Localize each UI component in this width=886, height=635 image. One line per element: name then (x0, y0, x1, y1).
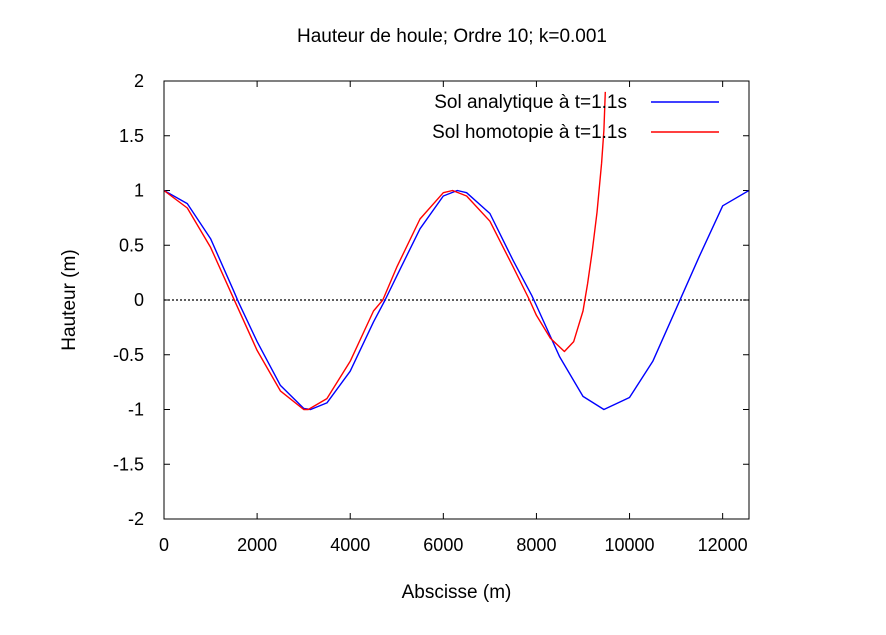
y-tick-label: 0.5 (119, 235, 144, 255)
legend-label-homotopie: Sol homotopie à t=1.1s (432, 122, 627, 143)
y-tick-label: -1.5 (113, 454, 144, 474)
x-tick-label: 2000 (237, 535, 277, 555)
legend-label-analytique: Sol analytique à t=1.1s (434, 92, 627, 113)
y-axis-label: Hauteur (m) (59, 249, 80, 350)
series-line-homotopie (164, 91, 606, 411)
x-tick-label: 0 (159, 535, 169, 555)
x-tick-label: 6000 (423, 535, 463, 555)
y-tick-label: 0 (134, 290, 144, 310)
x-tick-label: 8000 (516, 535, 556, 555)
plot-frame (163, 80, 750, 520)
x-tick-label: 4000 (330, 535, 370, 555)
x-axis-label: Abscisse (m) (402, 582, 512, 603)
y-tick-label: 1 (134, 181, 144, 201)
y-tick-label: 1.5 (119, 126, 144, 146)
ticks: 0 2000 4000 6000 8000 10000 12000 2 1.5 1 0.5 0 -0.5… (113, 71, 749, 555)
y-tick-label: -1 (128, 400, 144, 420)
series-line-analytique (164, 189, 749, 411)
y-tick-label: -2 (128, 509, 144, 529)
x-tick-label: 12000 (698, 535, 748, 555)
legend: Sol analytique à t=1.1s Sol homotopie à t… (432, 92, 719, 143)
series-lines (164, 91, 749, 411)
chart-title: Hauteur de houle; Ordre 10; k=0.001 (297, 26, 607, 47)
y-tick-label: -0.5 (113, 345, 144, 365)
x-tick-label: 10000 (605, 535, 655, 555)
y-tick-label: 2 (134, 71, 144, 91)
